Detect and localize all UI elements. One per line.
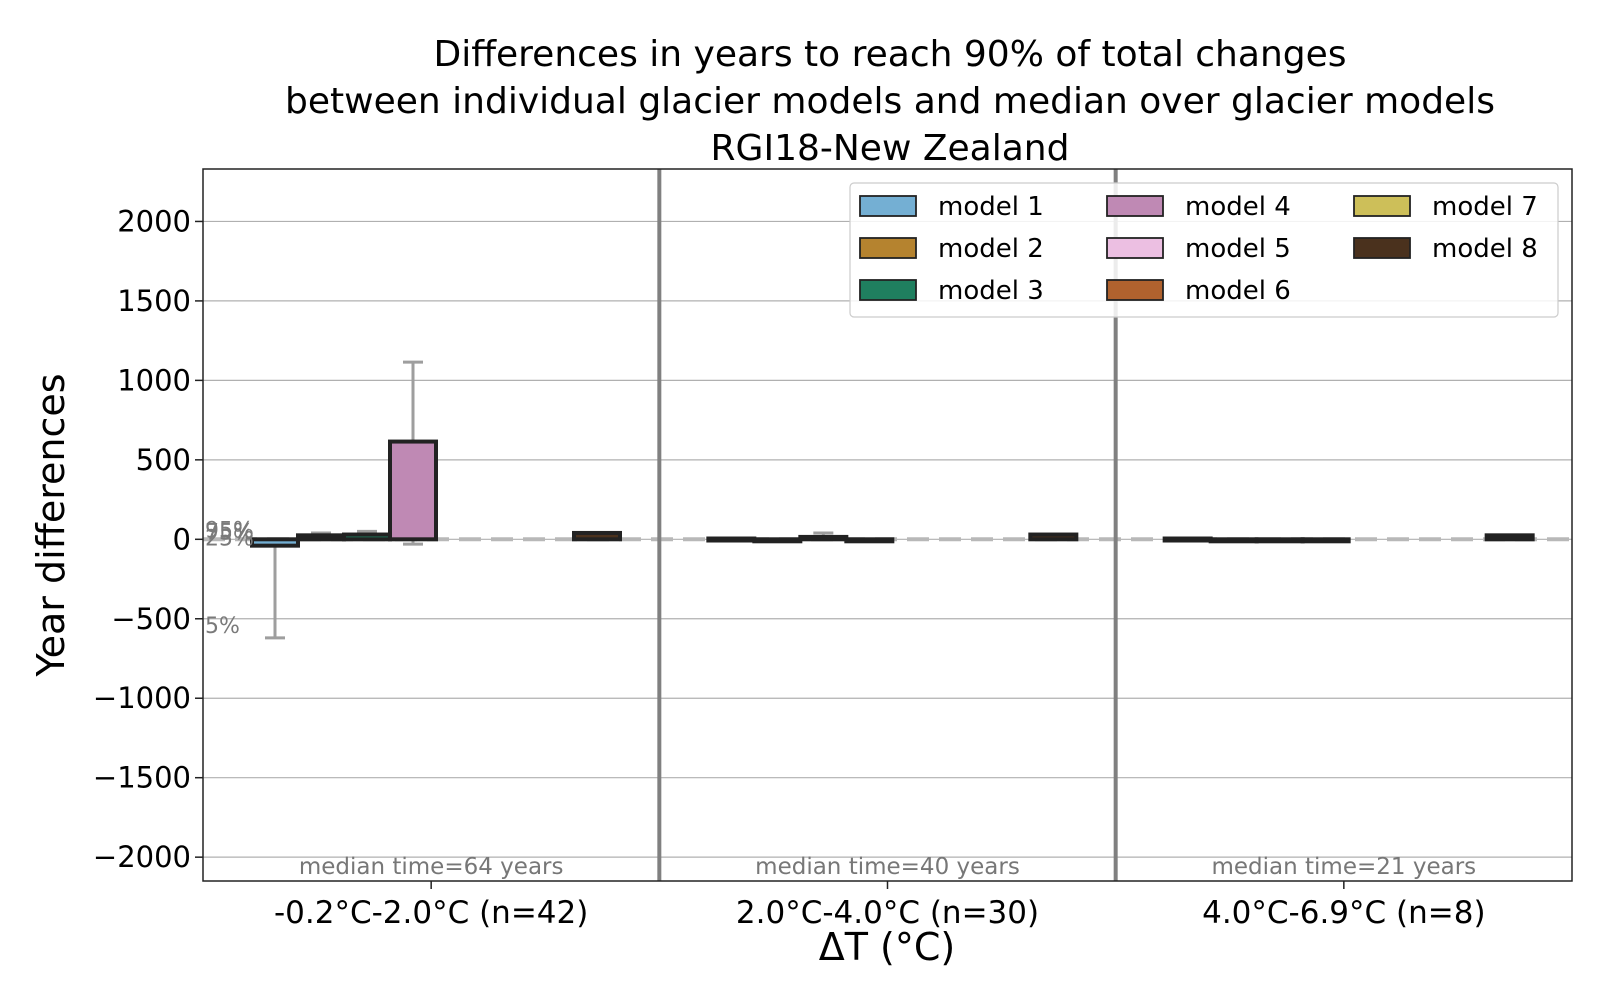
- bar-model-1: [250, 537, 300, 548]
- median-time-note: median time=21 years: [1212, 854, 1477, 880]
- bar-model-8: [1484, 533, 1535, 542]
- bar-model-8: [572, 530, 622, 542]
- x-category-label: -0.2°C-2.0°C (n=42): [274, 895, 588, 931]
- median-time-note: median time=40 years: [755, 854, 1020, 880]
- bar-model-4: [388, 439, 438, 542]
- y-tick-label: 1000: [117, 363, 191, 397]
- x-axis-label: ΔT (°C): [819, 925, 955, 969]
- percentile-labels: 95%75%25% 5%: [205, 518, 254, 639]
- legend-label: model 3: [938, 276, 1044, 306]
- x-category-label: 4.0°C-6.9°C (n=8): [1202, 895, 1485, 931]
- x-category-label: 2.0°C-4.0°C (n=30): [736, 895, 1039, 931]
- legend-label: model 2: [938, 234, 1044, 264]
- y-tick-label: −1500: [93, 761, 191, 795]
- y-tick-label: −1000: [93, 681, 191, 715]
- bar-model-3: [798, 534, 849, 542]
- chart-title-line-2: between individual glacier models and me…: [285, 81, 1495, 122]
- x-axis-categories: -0.2°C-2.0°C (n=42) 2.0°C-4.0°C (n=30) 4.0…: [274, 881, 1486, 931]
- bar-model-1: [1162, 536, 1213, 543]
- bar-model-4: [1300, 537, 1351, 544]
- legend-swatch: [1106, 279, 1164, 301]
- legend-label: model 1: [938, 192, 1044, 222]
- bar-model-4: [844, 537, 895, 544]
- percentile-label: 25%: [205, 526, 254, 551]
- legend-swatch: [1353, 237, 1411, 259]
- legend-swatch: [1106, 195, 1164, 217]
- chart-title-line-3: RGI18-New Zealand: [711, 128, 1070, 169]
- legend-label: model 7: [1432, 192, 1538, 222]
- y-tick-label: 500: [136, 443, 191, 477]
- legend-label: model 4: [1185, 192, 1291, 222]
- percentile-label: 75%: [205, 520, 254, 545]
- legend-swatch: [1353, 195, 1411, 217]
- percentile-label: 95%: [205, 518, 254, 543]
- chart-title-line-1: Differences in years to reach 90% of tot…: [433, 34, 1346, 75]
- legend-swatch: [1106, 237, 1164, 259]
- bar-model-3: [342, 532, 392, 542]
- bars: [250, 360, 1535, 640]
- bar-model-3: [1254, 537, 1305, 544]
- legend: model 1 model 2 model 3 model 4 model 5 model…: [849, 182, 1559, 318]
- legend-label: model 6: [1185, 276, 1291, 306]
- bar-model-8: [1028, 532, 1079, 542]
- legend-swatch: [859, 195, 917, 217]
- y-tick-label: 2000: [117, 204, 191, 238]
- y-axis-label: Year differences: [29, 373, 73, 677]
- legend-swatch: [859, 279, 917, 301]
- legend-swatch: [859, 237, 917, 259]
- median-notes: median time=64 years median time=40 years…: [299, 854, 1476, 880]
- legend-label: model 8: [1432, 234, 1538, 264]
- y-tick-label: −2000: [93, 840, 191, 874]
- bar-model-2: [296, 533, 346, 542]
- y-tick-label: −500: [111, 602, 191, 636]
- legend-label: model 5: [1185, 234, 1291, 264]
- percentile-label: 5%: [205, 614, 240, 639]
- median-time-note: median time=64 years: [299, 854, 564, 880]
- bar-model-1: [706, 536, 757, 543]
- y-axis-ticks: 2000 1500 1000 500 0 −500 −1000 −1500 −2000: [93, 204, 203, 874]
- bar-model-2: [1208, 537, 1259, 544]
- y-tick-label: 0: [173, 522, 191, 556]
- y-tick-label: 1500: [117, 284, 191, 318]
- bar-model-2: [752, 537, 803, 544]
